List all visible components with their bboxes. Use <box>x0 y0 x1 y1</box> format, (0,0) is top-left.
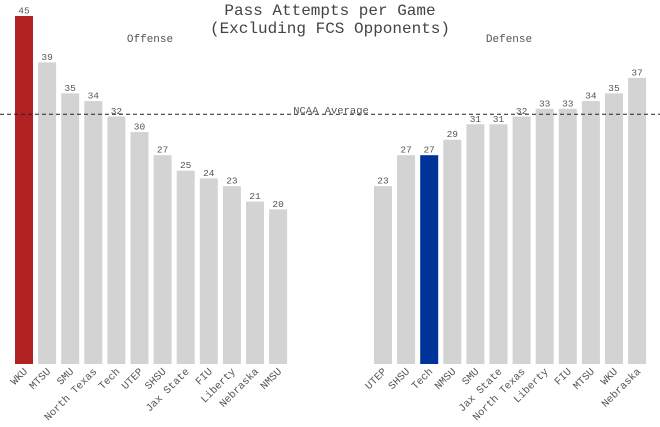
defense-value-label-jax-state: 31 <box>493 114 505 125</box>
offense-value-label-utep: 30 <box>134 122 146 133</box>
defense-value-label-wku: 35 <box>608 83 620 94</box>
offense-tick-label-nmsu: NMSU <box>259 366 285 392</box>
defense-bar-utep <box>374 186 392 364</box>
defense-bar-smu <box>466 124 485 365</box>
defense-tick-label-shsu: SHSU <box>387 366 413 392</box>
defense-bar-shsu <box>397 155 416 364</box>
defense-bar-tech <box>420 155 439 364</box>
offense-value-label-mtsu: 39 <box>41 52 53 63</box>
offense-bar-wku <box>15 16 33 364</box>
defense-value-label-north-texas: 32 <box>516 106 528 117</box>
offense-bar-fiu <box>199 178 218 364</box>
defense-bar-liberty <box>535 108 554 364</box>
offense-value-label-nebraska: 21 <box>249 191 261 202</box>
offense-bar-jax-state <box>176 170 195 364</box>
offense-value-label-nmsu: 20 <box>272 199 284 210</box>
offense-bar-north-texas <box>84 101 103 365</box>
offense-value-label-liberty: 23 <box>226 176 238 187</box>
offense-bar-nebraska <box>246 201 264 364</box>
offense-tick-label-utep: UTEP <box>120 366 146 392</box>
offense-value-label-north-texas: 34 <box>88 91 100 102</box>
offense-bar-nmsu <box>269 209 288 364</box>
offense-panel-title: Offense <box>127 34 173 46</box>
defense-bar-mtsu <box>581 101 600 365</box>
defense-value-label-tech: 27 <box>423 145 434 156</box>
offense-tick-label-mtsu: MTSU <box>28 366 54 392</box>
chart-title-line2: (Excluding FCS Opponents) <box>210 20 450 38</box>
defense-bar-wku <box>605 93 623 364</box>
defense-bar-nebraska <box>628 77 647 364</box>
defense-value-label-nmsu: 29 <box>447 129 459 140</box>
defense-bar-fiu <box>558 108 577 364</box>
offense-value-label-shsu: 27 <box>157 145 168 156</box>
ncaa-average-label: NCAA Average <box>293 106 369 118</box>
offense-value-label-wku: 45 <box>18 6 30 17</box>
defense-value-label-mtsu: 34 <box>585 91 597 102</box>
defense-value-label-utep: 23 <box>377 176 389 187</box>
defense-tick-label-mtsu: MTSU <box>571 366 597 392</box>
defense-bar-north-texas <box>512 116 531 365</box>
defense-tick-label-nmsu: NMSU <box>433 366 459 392</box>
defense-tick-label-utep: UTEP <box>364 366 390 392</box>
defense-bar-nmsu <box>443 139 462 364</box>
offense-value-label-fiu: 24 <box>203 168 215 179</box>
offense-bar-tech <box>107 116 126 365</box>
chart-title-line1: Pass Attempts per Game <box>224 2 435 20</box>
defense-tick-label-tech: Tech <box>410 366 436 392</box>
defense-value-label-shsu: 27 <box>400 145 411 156</box>
offense-bar-liberty <box>222 186 241 364</box>
offense-tick-label-tech: Tech <box>97 366 123 392</box>
offense-value-label-tech: 32 <box>111 106 123 117</box>
defense-panel-title: Defense <box>486 34 532 46</box>
offense-bar-mtsu <box>38 62 57 365</box>
offense-value-label-smu: 35 <box>64 83 76 94</box>
defense-value-label-smu: 31 <box>470 114 482 125</box>
offense-value-label-jax-state: 25 <box>180 160 192 171</box>
defense-value-label-nebraska: 37 <box>631 67 642 78</box>
defense-value-label-liberty: 33 <box>539 98 551 109</box>
defense-value-label-fiu: 33 <box>562 98 574 109</box>
offense-bar-utep <box>130 132 149 364</box>
offense-bar-shsu <box>153 155 172 364</box>
defense-bar-jax-state <box>489 124 508 365</box>
offense-bar-smu <box>61 93 80 364</box>
